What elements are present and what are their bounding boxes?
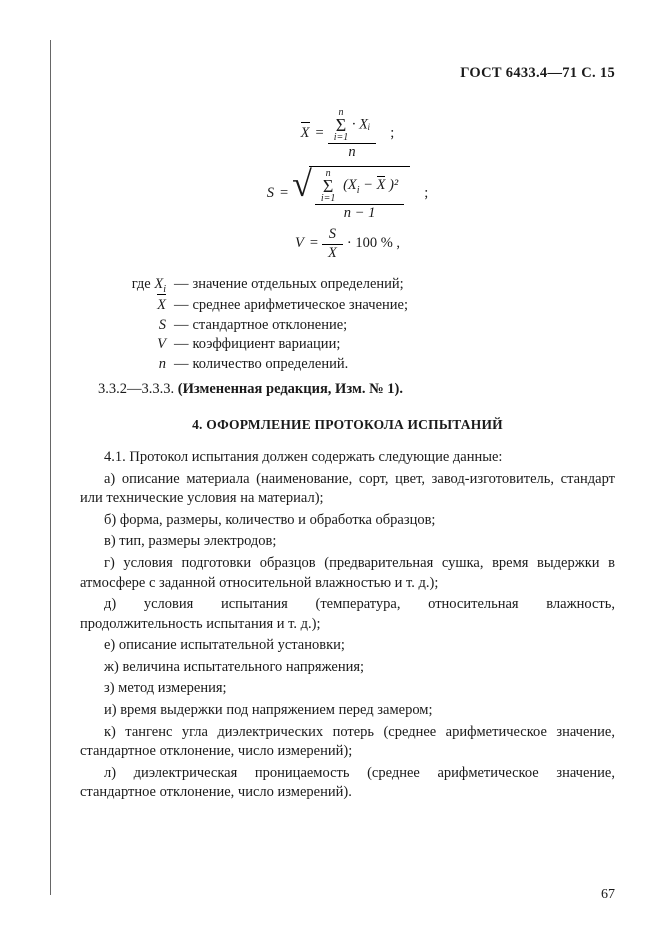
header-gost: ГОСТ 6433.4—71 С. 15 xyxy=(80,64,615,84)
sigma-icon: n Σ i=1 xyxy=(321,169,336,203)
where-sym: V xyxy=(80,335,170,355)
list-item: д) условия испытания (температура, относ… xyxy=(80,595,615,634)
f2-lhs: S xyxy=(267,184,274,204)
where-text: среднее арифметическое значение; xyxy=(193,296,409,316)
f3-lhs: V xyxy=(295,234,304,254)
list-item: в) тип, размеры электродов; xyxy=(80,532,615,552)
where-sym: n xyxy=(80,355,170,375)
f1-eq: = xyxy=(316,124,324,144)
where-text: количество определений. xyxy=(193,355,349,375)
list-item: з) метод измерения; xyxy=(80,679,615,699)
formula-block: X = n Σ i=1 · Xᵢ n ; S = √ xyxy=(80,108,615,261)
f3-den: X xyxy=(328,245,337,261)
list-item: л) диэлектрическая проницаемость (средне… xyxy=(80,764,615,803)
page: ГОСТ 6433.4—71 С. 15 X = n Σ i=1 · Xᵢ n … xyxy=(0,0,661,935)
list-item: г) условия подготовки образцов (предвари… xyxy=(80,554,615,593)
list-item: е) описание испытательной установки; xyxy=(80,636,615,656)
f1-den: n xyxy=(328,144,377,160)
f3-tail: · 100 % , xyxy=(347,234,400,254)
revision-note: 3.3.2—3.3.3. (Измененная редакция, Изм. … xyxy=(98,380,615,400)
list-item: ж) величина испытательного напряжения; xyxy=(80,658,615,678)
f3-num: S xyxy=(322,227,343,244)
list-item: и) время выдержки под напряжением перед … xyxy=(80,701,615,721)
list-item: к) тангенс угла диэлектрических потерь (… xyxy=(80,723,615,762)
f2-end: ; xyxy=(424,184,428,204)
where-block: где Xi — значение отдельных определений;… xyxy=(80,275,615,375)
where-text: значение отдельных определений; xyxy=(193,275,404,296)
page-number: 67 xyxy=(601,886,615,905)
where-text: коэффициент вариации; xyxy=(193,335,341,355)
scan-edge xyxy=(50,40,51,895)
section-4-title: 4. ОФОРМЛЕНИЕ ПРОТОКОЛА ИСПЫТАНИЙ xyxy=(80,416,615,434)
p-4-1: 4.1. Протокол испытания должен содержать… xyxy=(80,448,615,468)
f2-den: n − 1 xyxy=(315,205,404,221)
where-text: стандартное отклонение; xyxy=(193,316,348,336)
f2-eq: = xyxy=(280,184,288,204)
sigma-icon: n Σ i=1 xyxy=(334,108,349,142)
list-item: а) описание материала (наименование, сор… xyxy=(80,470,615,509)
where-sym: S xyxy=(80,316,170,336)
f3-eq: = xyxy=(310,234,318,254)
f1-lhs: X xyxy=(301,125,310,141)
formula-s: S = √ n Σ i=1 (Xi − X )² n − xyxy=(80,166,615,221)
formula-xbar: X = n Σ i=1 · Xᵢ n ; xyxy=(80,108,615,160)
formula-v: V = S X · 100 % , xyxy=(80,227,615,260)
where-intro: где xyxy=(132,276,151,292)
f1-num-tail: · Xᵢ xyxy=(352,116,370,132)
list-item: б) форма, размеры, количество и обработк… xyxy=(80,511,615,531)
f1-end: ; xyxy=(390,124,394,144)
